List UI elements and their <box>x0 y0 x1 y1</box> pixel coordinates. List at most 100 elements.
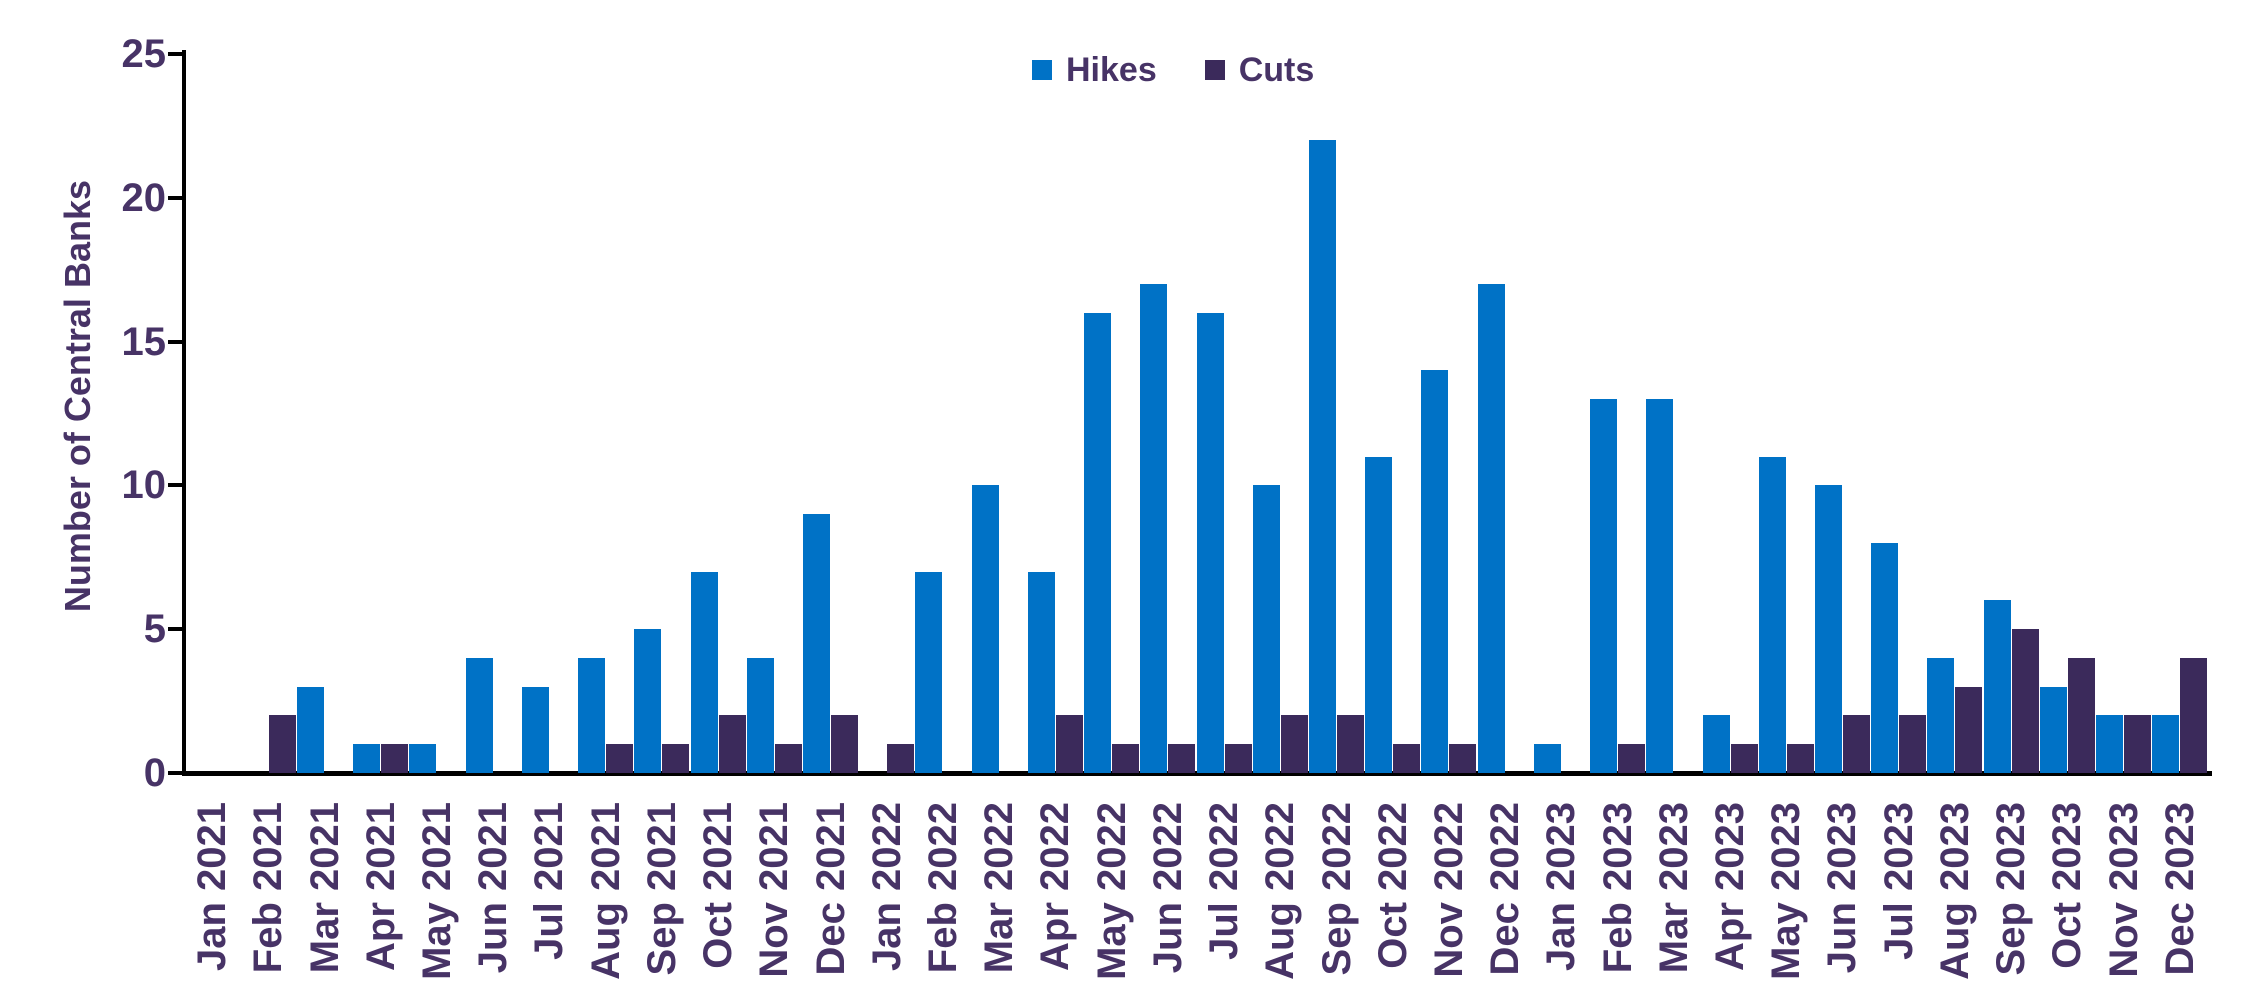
x-tick-label: Jul 2022 <box>1202 802 1247 960</box>
hikes-bar <box>1590 399 1618 773</box>
x-tick-label: Jan 2022 <box>864 802 909 972</box>
hikes-bar <box>1421 370 1449 773</box>
hikes-bar <box>2039 686 2067 773</box>
cuts-bar <box>1618 744 1646 773</box>
cuts-bar <box>1112 744 1140 773</box>
cuts-bar <box>662 744 690 773</box>
cuts-legend-label: Cuts <box>1238 50 1315 89</box>
x-tick-label: Jun 2021 <box>471 802 516 974</box>
y-tick-mark <box>168 52 182 56</box>
cuts-bar <box>1168 744 1196 773</box>
x-tick-label: Aug 2022 <box>1258 802 1303 980</box>
x-tick-label: Apr 2023 <box>1708 802 1753 971</box>
x-tick-label: May 2023 <box>1764 802 1809 980</box>
y-axis-line <box>182 50 186 776</box>
x-axis-line <box>182 771 2212 776</box>
cuts-bar <box>1899 715 1927 773</box>
cuts-bar <box>2124 715 2152 773</box>
hikes-bar <box>971 485 999 773</box>
hikes-bar <box>1814 485 1842 773</box>
cuts-bar <box>381 744 409 773</box>
hikes-legend-label: Hikes <box>1066 50 1157 89</box>
x-tick-label: Oct 2021 <box>696 802 741 969</box>
hikes-bar <box>1140 284 1168 773</box>
x-tick-label: Oct 2023 <box>2045 802 2090 969</box>
chart-legend: Hikes Cuts <box>1032 50 1314 90</box>
x-tick-label: Dec 2022 <box>1483 802 1528 976</box>
x-tick-label: Mar 2021 <box>302 802 347 974</box>
cuts-bar <box>1786 744 1814 773</box>
y-tick-label: 20 <box>121 175 167 220</box>
x-tick-label: Nov 2022 <box>1426 802 1471 978</box>
hikes-bar <box>409 744 437 773</box>
x-tick-label: Aug 2023 <box>1932 802 1977 980</box>
y-tick-mark <box>168 483 182 488</box>
hikes-bar <box>1927 657 1955 773</box>
hikes-bar <box>465 657 493 773</box>
hikes-bar <box>1309 140 1336 773</box>
y-tick-mark <box>168 627 182 632</box>
hikes-bar <box>1252 485 1280 773</box>
hikes-bar <box>1702 715 1730 773</box>
y-tick-mark <box>168 771 182 775</box>
hikes-bar <box>1084 312 1112 773</box>
y-tick-mark <box>168 339 182 344</box>
hikes-bar <box>1983 600 2011 773</box>
hikes-bar <box>1365 456 1393 773</box>
y-tick-label: 15 <box>121 319 167 364</box>
hikes-bar <box>297 686 325 773</box>
cuts-bar <box>1730 744 1758 773</box>
hikes-bar <box>2152 715 2180 773</box>
x-tick-label: Sep 2023 <box>1989 802 2034 976</box>
hikes-bar <box>1871 542 1899 773</box>
cuts-bar <box>1393 744 1421 773</box>
hikes-legend-swatch <box>1032 60 1052 80</box>
y-axis-title: Number of Central Banks <box>57 180 98 613</box>
cuts-bar <box>2180 657 2208 773</box>
hikes-bar <box>1196 312 1224 773</box>
y-tick-label: 0 <box>143 751 166 795</box>
x-tick-label: Oct 2022 <box>1370 802 1415 969</box>
y-tick-label: 10 <box>121 463 167 508</box>
x-tick-label: Jan 2021 <box>190 802 235 972</box>
hikes-bar <box>690 571 718 773</box>
x-tick-label: Sep 2022 <box>1314 802 1359 976</box>
x-tick-label: Feb 2021 <box>246 802 291 974</box>
hikes-bar <box>1646 399 1674 773</box>
x-tick-label: Nov 2021 <box>752 802 797 978</box>
cuts-bar <box>887 744 915 773</box>
x-tick-label: Jun 2022 <box>1145 802 1190 974</box>
hikes-bar <box>2096 715 2124 773</box>
y-tick-mark <box>168 195 182 200</box>
y-tick-label: 25 <box>121 32 167 76</box>
x-tick-label: Jun 2023 <box>1820 802 1865 974</box>
cuts-bar <box>774 744 802 773</box>
cuts-bar <box>2011 629 2039 773</box>
cuts-bar <box>831 715 859 773</box>
x-tick-label: May 2021 <box>414 802 459 980</box>
hikes-bar <box>634 629 662 773</box>
cuts-bar <box>2067 657 2095 773</box>
hikes-bar <box>521 686 549 773</box>
cuts-bar <box>718 715 746 773</box>
x-tick-label: Aug 2021 <box>583 802 628 980</box>
cuts-bar <box>1280 715 1308 773</box>
x-tick-label: Jan 2023 <box>1539 802 1584 972</box>
cuts-bar <box>1955 686 1983 773</box>
cuts-bar <box>1337 715 1364 773</box>
x-tick-label: Jul 2023 <box>1876 802 1921 960</box>
x-tick-label: May 2022 <box>1089 802 1134 980</box>
cuts-bar <box>1449 744 1477 773</box>
hikes-bar <box>746 657 774 773</box>
y-tick-label: 5 <box>143 607 166 652</box>
x-tick-label: Mar 2022 <box>977 802 1022 974</box>
hikes-bar <box>578 657 606 773</box>
hikes-bar <box>1477 284 1505 773</box>
x-tick-label: Dec 2023 <box>2157 802 2202 976</box>
x-tick-label: Feb 2022 <box>920 802 965 974</box>
cuts-bar <box>1224 744 1252 773</box>
x-tick-label: Jul 2021 <box>527 802 572 960</box>
hikes-bar <box>915 571 943 773</box>
x-tick-label: Sep 2021 <box>639 802 684 976</box>
